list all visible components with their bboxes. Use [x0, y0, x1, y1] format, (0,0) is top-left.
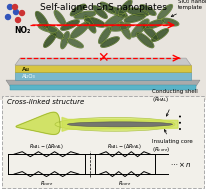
Polygon shape — [119, 21, 131, 39]
Polygon shape — [142, 24, 158, 40]
Polygon shape — [127, 8, 149, 16]
Polygon shape — [36, 12, 48, 29]
Polygon shape — [70, 4, 85, 16]
Polygon shape — [15, 65, 191, 72]
Text: NO₂: NO₂ — [14, 26, 30, 35]
Text: Cross-linked structure: Cross-linked structure — [7, 99, 84, 105]
Polygon shape — [101, 2, 116, 14]
Polygon shape — [109, 23, 131, 31]
Polygon shape — [84, 15, 96, 33]
Text: ✕: ✕ — [97, 51, 109, 65]
Polygon shape — [109, 7, 127, 17]
Text: SiO₂ nanorod
template: SiO₂ nanorod template — [171, 0, 206, 16]
Polygon shape — [101, 37, 119, 47]
Polygon shape — [158, 5, 172, 19]
Polygon shape — [131, 19, 149, 37]
Polygon shape — [61, 20, 79, 30]
Polygon shape — [136, 33, 154, 48]
Polygon shape — [15, 72, 191, 80]
Circle shape — [7, 5, 13, 9]
Polygon shape — [74, 11, 96, 19]
Text: Insulating core
$(R_{core})$: Insulating core $(R_{core})$ — [152, 130, 193, 154]
FancyBboxPatch shape — [2, 97, 204, 188]
Text: $R_{HAL}-(\Delta R_{HAL})$: $R_{HAL}-(\Delta R_{HAL})$ — [29, 142, 65, 151]
Text: Au: Au — [22, 67, 30, 72]
Polygon shape — [70, 22, 89, 38]
Polygon shape — [62, 117, 178, 131]
Polygon shape — [38, 24, 58, 32]
Text: $R_{HAL}-(\Delta R_{HAL})$: $R_{HAL}-(\Delta R_{HAL})$ — [107, 142, 143, 151]
Polygon shape — [6, 80, 200, 86]
Text: Conducting shell
$(R_{HAL})$: Conducting shell $(R_{HAL})$ — [152, 89, 198, 116]
Polygon shape — [54, 10, 66, 26]
Circle shape — [15, 18, 21, 22]
Ellipse shape — [55, 117, 175, 131]
Polygon shape — [46, 25, 64, 39]
Polygon shape — [67, 38, 83, 48]
Text: $\cdots \times n$: $\cdots \times n$ — [170, 160, 192, 169]
Circle shape — [14, 9, 19, 15]
Polygon shape — [146, 19, 164, 29]
Polygon shape — [99, 27, 111, 43]
Polygon shape — [161, 18, 179, 26]
Polygon shape — [140, 5, 156, 15]
Circle shape — [20, 11, 25, 15]
Polygon shape — [15, 58, 191, 65]
Polygon shape — [85, 17, 105, 27]
Text: $R_{core}$: $R_{core}$ — [118, 179, 132, 188]
Circle shape — [13, 5, 18, 9]
Polygon shape — [93, 6, 107, 18]
Bar — [10, 85, 196, 90]
Text: Al₂O₃: Al₂O₃ — [22, 74, 36, 79]
Text: $R_{core}$: $R_{core}$ — [40, 179, 54, 188]
Polygon shape — [44, 33, 56, 47]
Polygon shape — [124, 14, 146, 22]
Polygon shape — [104, 13, 126, 27]
Polygon shape — [16, 112, 60, 134]
Polygon shape — [118, 0, 132, 16]
Polygon shape — [152, 29, 168, 41]
Text: • • •: • • • — [179, 113, 185, 130]
Circle shape — [6, 15, 11, 19]
Ellipse shape — [68, 122, 172, 127]
Polygon shape — [61, 32, 69, 49]
Text: Self-aligned SnS nanoplates: Self-aligned SnS nanoplates — [40, 3, 166, 12]
